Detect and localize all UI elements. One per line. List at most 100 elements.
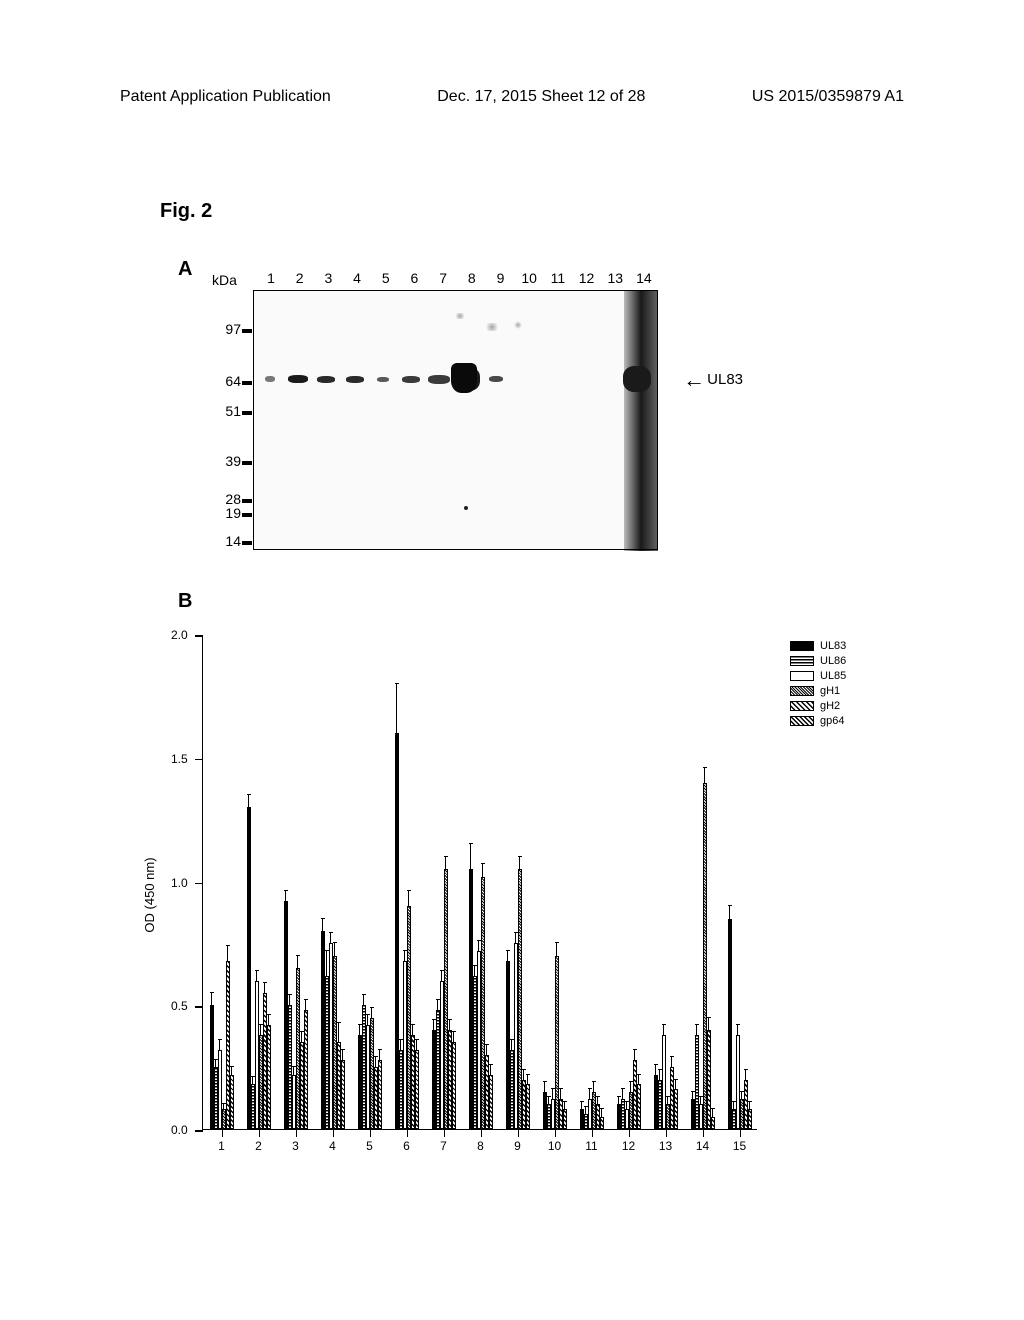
mw-marker: 14 — [211, 533, 241, 549]
x-tick — [666, 1129, 668, 1137]
lane-labels: 1234567891011121314 — [260, 270, 655, 286]
blot-band — [428, 375, 450, 384]
blot-blob — [451, 363, 477, 393]
legend-label: UL83 — [820, 640, 846, 652]
mw-marker-tick — [242, 513, 252, 517]
x-tick — [592, 1129, 594, 1137]
error-bar — [449, 1020, 450, 1030]
error-bar — [289, 995, 290, 1005]
lane-label: 13 — [604, 270, 626, 286]
error-bar — [371, 1008, 372, 1018]
error-cap — [748, 1101, 752, 1102]
lane-label: 7 — [432, 270, 454, 286]
error-cap — [600, 1108, 604, 1109]
x-tick-label: 7 — [440, 1139, 447, 1153]
error-cap — [596, 1096, 600, 1097]
error-bar — [745, 1070, 746, 1080]
error-cap — [452, 1031, 456, 1032]
bar — [600, 1117, 604, 1129]
lane-label: 9 — [490, 270, 512, 286]
error-cap — [337, 1022, 341, 1023]
y-tick-label: 0.5 — [171, 999, 188, 1013]
lane-label: 4 — [346, 270, 368, 286]
error-bar — [252, 1077, 253, 1084]
error-bar — [737, 1025, 738, 1035]
x-tick — [555, 1129, 557, 1137]
error-cap — [284, 890, 288, 891]
bar — [711, 1117, 715, 1129]
error-bar — [248, 795, 249, 807]
mw-marker: 97 — [211, 321, 241, 337]
error-bar — [231, 1067, 232, 1074]
bar — [267, 1025, 271, 1129]
ul83-arrow-label: UL83 — [683, 367, 743, 393]
bar — [452, 1042, 456, 1129]
error-cap — [711, 1108, 715, 1109]
x-tick-label: 4 — [329, 1139, 336, 1153]
bar — [707, 1030, 711, 1129]
legend-swatch — [790, 686, 814, 696]
error-cap — [744, 1069, 748, 1070]
x-tick — [740, 1129, 742, 1137]
error-bar — [359, 1025, 360, 1035]
error-cap — [518, 856, 522, 857]
error-bar — [396, 684, 397, 734]
blot-noise — [454, 313, 466, 319]
mw-marker-tick — [242, 499, 252, 503]
error-cap — [670, 1056, 674, 1057]
legend-swatch — [790, 656, 814, 666]
bar — [341, 1060, 345, 1129]
error-cap — [555, 942, 559, 943]
blot-spot — [464, 506, 468, 510]
bar — [728, 919, 732, 1129]
header-left: Patent Application Publication — [120, 88, 331, 106]
error-cap — [695, 1024, 699, 1025]
lane-label: 5 — [375, 270, 397, 286]
error-bar — [297, 956, 298, 968]
legend-item: gH2 — [790, 700, 846, 712]
y-tick-label: 0.0 — [171, 1123, 188, 1137]
error-cap — [226, 945, 230, 946]
error-bar — [659, 1070, 660, 1080]
blot-band — [317, 376, 335, 383]
blot-noise — [484, 323, 500, 331]
error-bar — [618, 1097, 619, 1104]
error-bar — [219, 1040, 220, 1050]
error-cap — [370, 1007, 374, 1008]
mw-marker: 19 — [211, 505, 241, 521]
error-bar — [363, 995, 364, 1005]
error-cap — [255, 970, 259, 971]
error-bar — [227, 946, 228, 961]
x-tick — [407, 1129, 409, 1137]
error-bar — [675, 1080, 676, 1090]
error-bar — [433, 1020, 434, 1030]
error-cap — [654, 1064, 658, 1065]
bar — [378, 1060, 382, 1129]
error-cap — [526, 1074, 530, 1075]
x-tick-label: 8 — [477, 1139, 484, 1153]
bar — [230, 1075, 234, 1129]
error-bar — [408, 891, 409, 906]
bar — [674, 1089, 678, 1129]
mw-marker: 64 — [211, 373, 241, 389]
error-bar — [671, 1057, 672, 1067]
lane-label: 1 — [260, 270, 282, 286]
error-bar — [400, 1040, 401, 1050]
error-cap — [378, 1049, 382, 1050]
error-cap — [522, 1069, 526, 1070]
error-bar — [630, 1082, 631, 1092]
error-bar — [626, 1102, 627, 1109]
error-bar — [441, 971, 442, 981]
error-bar — [478, 941, 479, 951]
legend-label: gH1 — [820, 685, 840, 697]
error-bar — [330, 933, 331, 943]
bar — [415, 1050, 419, 1129]
y-tick — [195, 883, 203, 885]
error-bar — [268, 1015, 269, 1025]
bar-chart: OD (450 nm) 0.00.51.01.52.01234567891011… — [150, 625, 770, 1165]
blot-band — [288, 375, 308, 383]
blot-band — [265, 376, 275, 382]
error-cap — [506, 950, 510, 951]
y-tick — [195, 635, 203, 637]
x-tick — [370, 1129, 372, 1137]
